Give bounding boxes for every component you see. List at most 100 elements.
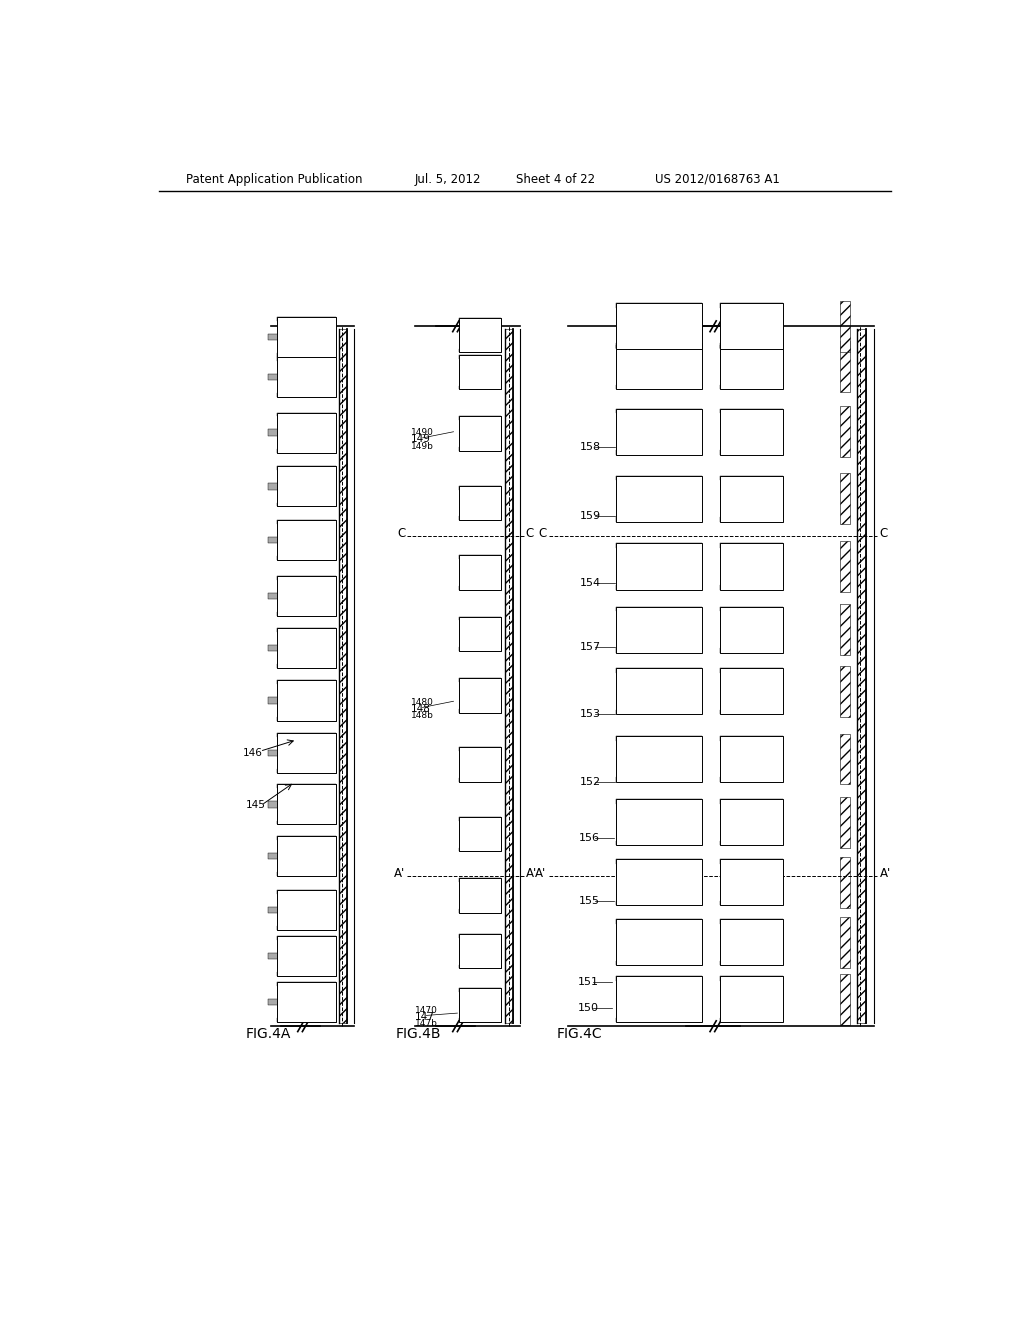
Bar bbox=[760, 673, 783, 710]
Bar bbox=[276, 503, 336, 507]
Bar bbox=[721, 668, 783, 714]
Bar bbox=[459, 355, 501, 389]
Bar bbox=[459, 817, 501, 851]
Bar bbox=[459, 486, 501, 490]
Bar bbox=[276, 628, 308, 668]
Bar bbox=[459, 817, 501, 821]
Bar bbox=[459, 678, 484, 713]
Bar bbox=[616, 548, 666, 585]
Bar bbox=[276, 520, 308, 561]
Bar bbox=[308, 890, 336, 929]
Text: 148b: 148b bbox=[411, 711, 434, 721]
Bar bbox=[276, 681, 336, 721]
Bar bbox=[267, 801, 278, 808]
Bar bbox=[616, 409, 701, 455]
Bar bbox=[616, 544, 701, 548]
Text: 154: 154 bbox=[580, 578, 601, 589]
Bar bbox=[856, 330, 866, 1023]
Bar bbox=[276, 890, 336, 894]
Text: 1470: 1470 bbox=[415, 1006, 437, 1015]
Bar bbox=[484, 554, 501, 590]
Bar bbox=[308, 413, 336, 453]
Bar bbox=[760, 611, 783, 648]
Bar bbox=[276, 784, 336, 788]
Bar bbox=[276, 733, 336, 774]
Bar bbox=[276, 358, 336, 360]
Bar bbox=[484, 486, 501, 520]
Bar bbox=[484, 987, 501, 1022]
Bar bbox=[484, 416, 501, 451]
Bar bbox=[616, 859, 701, 863]
Bar bbox=[616, 475, 701, 480]
Text: 157: 157 bbox=[580, 643, 601, 652]
Bar bbox=[721, 304, 783, 308]
Bar bbox=[276, 520, 336, 524]
Bar bbox=[276, 576, 308, 615]
Bar bbox=[760, 804, 783, 841]
Bar bbox=[841, 974, 850, 1024]
Bar bbox=[616, 304, 701, 308]
Bar bbox=[276, 733, 336, 737]
Bar bbox=[666, 804, 699, 841]
Text: Patent Application Publication: Patent Application Publication bbox=[186, 173, 362, 186]
Bar bbox=[267, 483, 278, 490]
Bar bbox=[616, 737, 701, 781]
Bar bbox=[308, 733, 336, 774]
Bar bbox=[616, 977, 701, 1022]
Text: Jul. 5, 2012: Jul. 5, 2012 bbox=[415, 173, 481, 186]
Bar bbox=[459, 878, 484, 913]
Bar bbox=[459, 318, 501, 322]
Bar bbox=[721, 710, 783, 714]
Bar bbox=[276, 784, 308, 825]
Text: A': A' bbox=[536, 867, 547, 880]
Bar bbox=[308, 317, 336, 358]
Bar bbox=[276, 358, 336, 397]
Text: C: C bbox=[880, 527, 888, 540]
Text: 152: 152 bbox=[580, 777, 601, 787]
Text: 149b: 149b bbox=[411, 442, 434, 451]
Bar bbox=[459, 878, 501, 882]
Bar bbox=[616, 475, 701, 521]
Bar bbox=[276, 317, 336, 321]
Bar bbox=[267, 374, 278, 380]
Bar bbox=[308, 982, 336, 1022]
Bar bbox=[721, 673, 760, 710]
Bar bbox=[459, 554, 501, 590]
Bar bbox=[459, 586, 501, 590]
Bar bbox=[616, 919, 701, 924]
Bar bbox=[616, 668, 701, 673]
Text: 158: 158 bbox=[580, 442, 601, 453]
Bar bbox=[484, 817, 501, 851]
Bar bbox=[267, 537, 278, 544]
Bar bbox=[459, 987, 484, 1022]
Bar bbox=[760, 480, 783, 517]
Bar bbox=[666, 548, 699, 585]
Bar bbox=[721, 409, 783, 413]
Bar bbox=[760, 863, 783, 900]
Bar bbox=[616, 804, 666, 841]
Bar bbox=[276, 317, 308, 358]
Bar bbox=[616, 981, 666, 1018]
Bar bbox=[308, 784, 336, 825]
Bar bbox=[276, 449, 336, 453]
Bar bbox=[721, 544, 783, 548]
Text: A': A' bbox=[880, 867, 891, 880]
Bar bbox=[616, 343, 701, 348]
Bar bbox=[276, 317, 336, 358]
Bar bbox=[616, 607, 701, 653]
Bar bbox=[721, 981, 760, 1018]
Bar bbox=[616, 799, 701, 845]
Bar bbox=[484, 318, 501, 352]
Bar bbox=[459, 554, 484, 590]
Bar bbox=[484, 678, 501, 713]
Bar bbox=[841, 734, 850, 784]
Text: 145: 145 bbox=[246, 800, 265, 810]
Bar bbox=[616, 799, 701, 804]
Bar bbox=[276, 393, 336, 397]
Bar bbox=[721, 409, 783, 455]
Bar bbox=[459, 348, 501, 352]
Text: 150: 150 bbox=[578, 1003, 598, 1014]
Bar bbox=[760, 981, 783, 1018]
Text: 147: 147 bbox=[415, 1012, 434, 1022]
Text: 149: 149 bbox=[411, 434, 431, 445]
